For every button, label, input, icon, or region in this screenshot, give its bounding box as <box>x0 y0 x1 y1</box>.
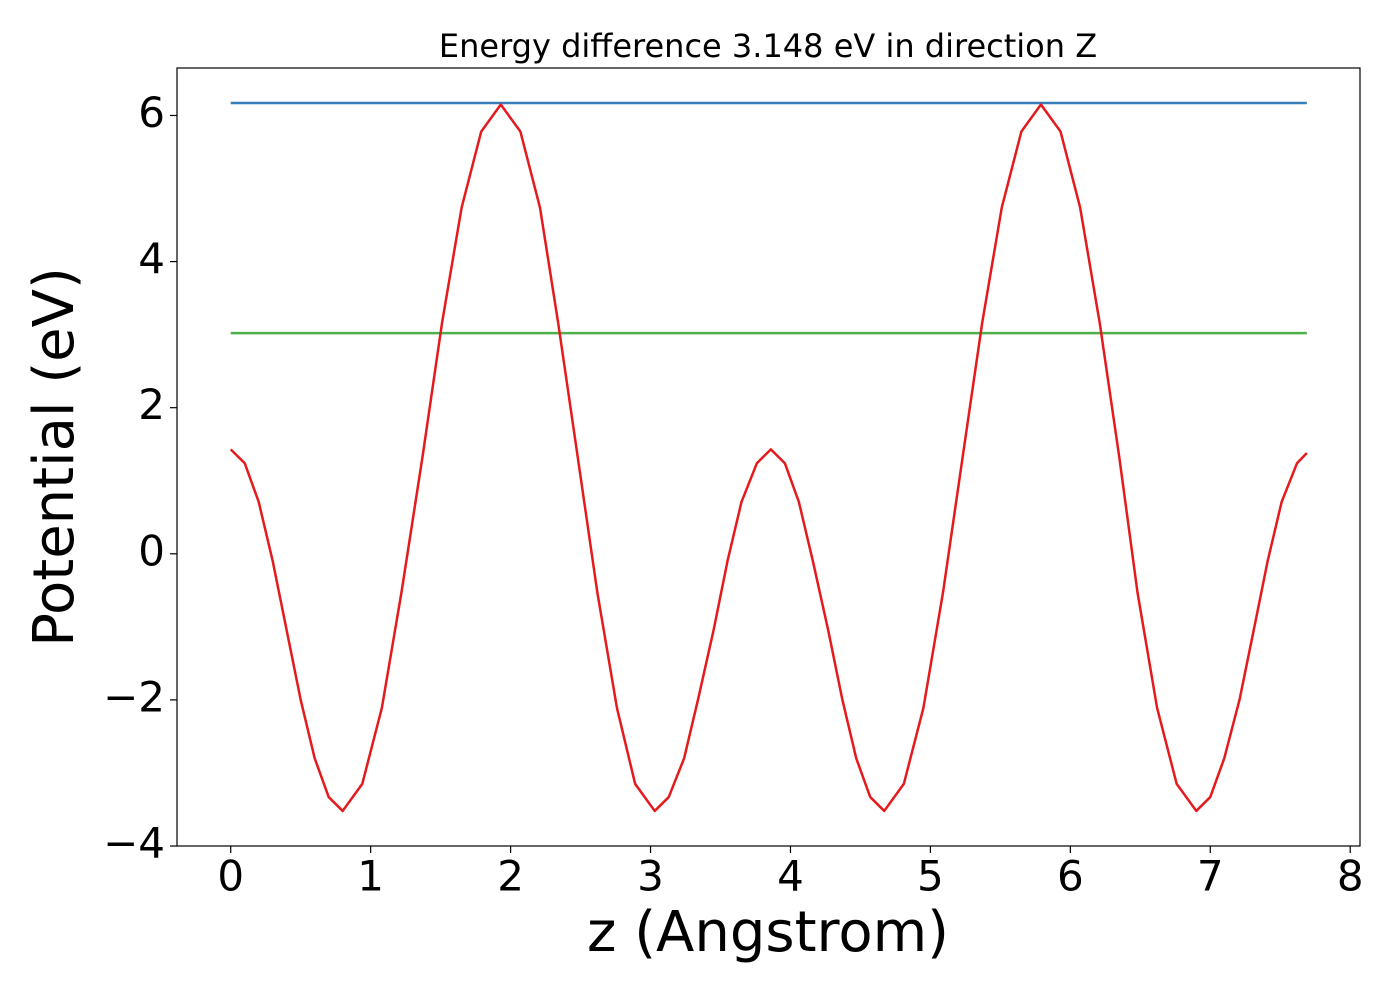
x-tick-label: 2 <box>497 852 524 901</box>
chart-title: Energy difference 3.148 eV in direction … <box>439 27 1097 65</box>
y-axis-label: Potential (eV) <box>22 267 87 647</box>
y-tick-label: −2 <box>103 672 165 721</box>
y-tick-label: 6 <box>138 88 165 137</box>
plot-frame <box>176 67 1361 847</box>
y-tick-label: −4 <box>103 819 165 868</box>
x-tick-label: 8 <box>1337 852 1364 901</box>
y-tick-label: 4 <box>138 234 165 283</box>
x-tick-label: 5 <box>917 852 944 901</box>
x-tick-label: 4 <box>777 852 804 901</box>
y-tick-label: 2 <box>138 380 165 429</box>
x-tick-label: 1 <box>357 852 384 901</box>
x-axis-label: z (Angstrom) <box>587 900 949 965</box>
x-tick-label: 7 <box>1197 852 1224 901</box>
data-line <box>229 103 1308 813</box>
y-tick-label: 0 <box>138 526 165 575</box>
x-tick-label: 6 <box>1057 852 1084 901</box>
x-tick-label: 0 <box>217 852 244 901</box>
x-tick-label: 3 <box>637 852 664 901</box>
